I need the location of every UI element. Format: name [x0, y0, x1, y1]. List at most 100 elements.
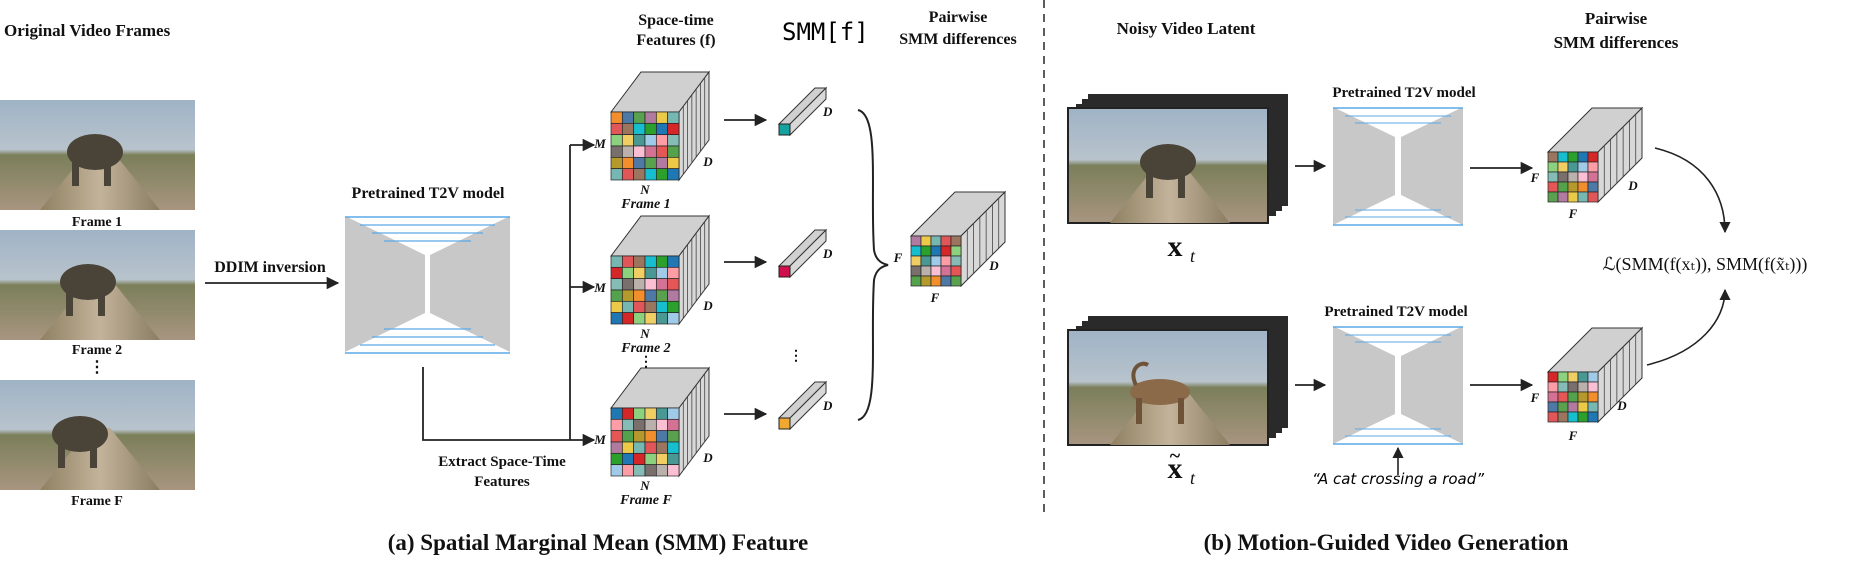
grid-cell: [667, 464, 680, 477]
grid-cell: [1567, 371, 1579, 383]
dim-m: M: [593, 136, 606, 151]
grid-cell: [644, 464, 657, 477]
dim-f: F: [1568, 206, 1578, 221]
grid-cell: [610, 266, 623, 280]
grid-cell: [644, 111, 657, 124]
grid-cell: [610, 300, 623, 314]
grid-cell: [1547, 401, 1559, 413]
loss-arrow-bottom: [1646, 288, 1731, 366]
grid-cell: [1547, 381, 1559, 393]
grid-cell: [1557, 181, 1569, 193]
grid-cell: [667, 452, 680, 466]
grid-cell: [920, 245, 932, 257]
dim-n: N: [639, 478, 650, 493]
noisy-latent-stack-top: [1067, 94, 1288, 224]
grid-cell: [1567, 191, 1579, 203]
grid-cell: [655, 300, 669, 314]
pairwise-cube-left: F F D: [893, 190, 1007, 305]
grid-cell: [621, 156, 635, 170]
grid-cell: [621, 266, 635, 280]
grid-cell: [1577, 171, 1589, 183]
grid-cell: [1557, 161, 1569, 173]
grid-cell: [1547, 391, 1559, 403]
grid-cell: [644, 407, 657, 420]
grid-cell: [950, 265, 962, 277]
grid-cell: [655, 111, 669, 124]
smm-vector-3: D: [777, 380, 833, 431]
grid-cell: [1567, 401, 1579, 413]
grid-cell: [610, 289, 623, 302]
grid-cell: [940, 265, 952, 277]
grid-cell: [1547, 371, 1559, 383]
grid-cell: [1567, 151, 1579, 163]
grid-cell: [610, 145, 623, 158]
smm-vector-1: D: [777, 86, 833, 137]
grid-cell: [644, 122, 657, 136]
right-pair-title-1: Pairwise: [1585, 9, 1648, 28]
grid-cell: [621, 289, 635, 302]
ddim-label: DDIM inversion: [214, 259, 326, 276]
grid-cell: [644, 145, 657, 158]
st-title-1: Space-time: [638, 12, 714, 29]
grid-cell: [633, 300, 646, 314]
xt-tilde-subscript: t: [1190, 468, 1196, 488]
grid-cell: [655, 430, 669, 443]
left-pair-title-1: Pairwise: [929, 9, 988, 26]
grid-cell: [621, 441, 635, 454]
grid-cell: [667, 134, 680, 147]
grid-cell: [633, 156, 646, 170]
grid-cell: [644, 312, 657, 325]
grid-cell: [644, 278, 657, 291]
grid-cell: [633, 145, 646, 158]
grid-cell: [1577, 371, 1589, 383]
dim-m: M: [593, 432, 606, 447]
right-pair-title-2: SMM differences: [1554, 33, 1679, 52]
grid-cell: [920, 255, 932, 267]
grid-cell: [610, 464, 623, 477]
frame-2-label: Frame 2: [72, 343, 122, 358]
grid-cell: [1547, 171, 1559, 183]
video-frame-1: [0, 100, 195, 210]
dim-d: D: [988, 258, 999, 273]
grid-cell: [633, 441, 646, 454]
grid-cell: [610, 156, 623, 170]
loss-formula: ℒ(SMM(f(xₜ)), SMM(f(x̃ₜ))): [1603, 254, 1808, 275]
grid-cell: [1587, 161, 1599, 173]
grid-cell: [621, 452, 635, 466]
grid-cell: [940, 255, 952, 267]
left-caption: (a) Spatial Marginal Mean (SMM) Feature: [388, 530, 809, 555]
grid-cell: [667, 266, 680, 280]
grid-cell: [1557, 381, 1569, 393]
grid-cell: [655, 134, 669, 147]
right-t2v-model-top-icon: [1333, 107, 1463, 226]
feature-cube-1: M N D Frame 1: [593, 70, 713, 212]
grid-cell: [621, 464, 635, 477]
video-frame-f: [0, 380, 195, 490]
grid-cell: [621, 134, 635, 147]
dim-f: F: [1530, 390, 1540, 405]
loss-arrow-top: [1654, 147, 1731, 234]
grid-cell: [621, 122, 635, 136]
grid-cell: [610, 111, 623, 124]
noisy-latent-stack-bottom: [1067, 316, 1288, 446]
grid-cell: [621, 168, 635, 181]
extract-path: [422, 367, 570, 441]
grid-cell: [940, 235, 952, 247]
grid-cell: [1547, 151, 1559, 163]
grid-cell: [633, 278, 646, 291]
grid-cell: [667, 255, 680, 268]
grid-cell: [1587, 381, 1599, 393]
dim-f: F: [1530, 170, 1540, 185]
grid-cell: [644, 441, 657, 454]
dim-f: F: [930, 290, 940, 305]
grid-cell: [667, 312, 680, 325]
grid-cell: [1557, 191, 1569, 203]
grid-cell: [644, 156, 657, 170]
grid-cell: [910, 255, 922, 267]
grid-cell: [610, 168, 623, 181]
left-t2v-model-icon: [345, 216, 510, 354]
grid-cell: [1557, 411, 1569, 423]
grid-cell: [1587, 401, 1599, 413]
grid-cell: [621, 430, 635, 443]
